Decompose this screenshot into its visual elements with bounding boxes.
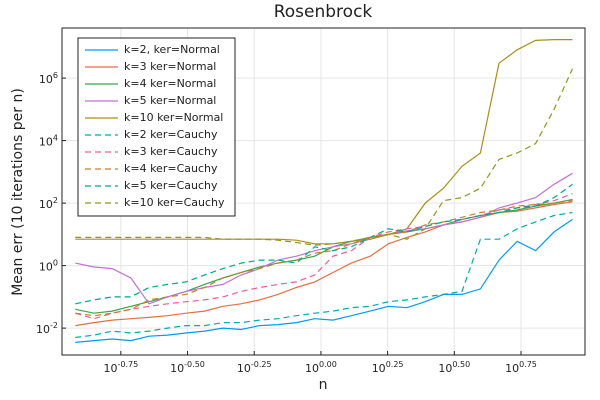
- legend-label: k=4 ker=Cauchy: [124, 162, 218, 175]
- legend-label: k=3 ker=Normal: [124, 60, 216, 73]
- y-tick-label: 106: [39, 71, 58, 87]
- y-tick-label: 100: [39, 258, 58, 274]
- plot-frame: [61, 27, 586, 356]
- x-tick-label: 10-0.25: [237, 360, 272, 376]
- legend-label: k=2, ker=Normal: [124, 43, 220, 56]
- x-tick-label: 100.50: [438, 360, 470, 376]
- legend-label: k=10 ker=Normal: [124, 111, 223, 124]
- series-line: [75, 201, 573, 327]
- legend-label: k=5 ker=Normal: [124, 94, 216, 107]
- x-tick-label: 10-0.50: [170, 360, 205, 376]
- legend-box: [77, 37, 236, 217]
- series-line: [75, 193, 573, 320]
- y-axis-label: Mean err (10 iterations per n): [10, 88, 26, 296]
- x-tick-label: 100.00: [305, 360, 337, 376]
- x-tick-label: 10-0.75: [103, 360, 138, 376]
- legend-label: k=3 ker=Cauchy: [124, 145, 218, 158]
- series-line: [75, 183, 573, 305]
- series-line: [75, 39, 573, 245]
- legend-label: k=5 ker=Cauchy: [124, 179, 218, 192]
- series-line: [75, 218, 573, 343]
- series-line: [75, 68, 574, 246]
- y-tick-label: 102: [39, 196, 58, 212]
- x-tick-label: 100.75: [505, 360, 537, 376]
- legend-label: k=4 ker=Normal: [124, 77, 216, 90]
- x-tick-label: 100.25: [372, 360, 404, 376]
- chart-title: Rosenbrock: [274, 2, 373, 22]
- y-tick-label: 10-2: [36, 321, 58, 337]
- series-line: [75, 198, 573, 314]
- legend-label: k=10 ker=Cauchy: [124, 196, 225, 209]
- series-line: [75, 211, 573, 339]
- y-tick-label: 104: [39, 133, 58, 149]
- legend-label: k=2 ker=Cauchy: [124, 128, 218, 141]
- series-line: [75, 200, 573, 317]
- x-axis-label: n: [319, 377, 328, 393]
